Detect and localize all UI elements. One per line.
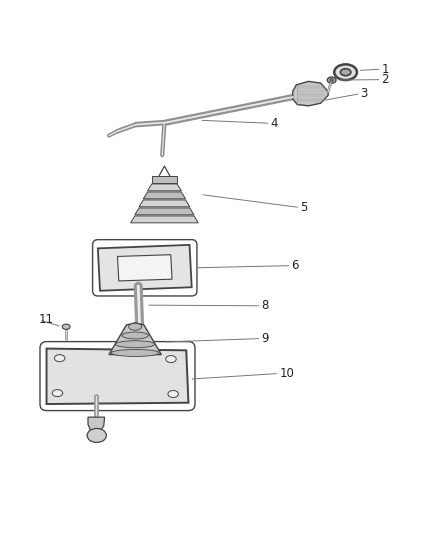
Polygon shape bbox=[148, 184, 181, 191]
Polygon shape bbox=[131, 216, 198, 223]
Ellipse shape bbox=[129, 323, 142, 330]
Polygon shape bbox=[293, 82, 328, 106]
Ellipse shape bbox=[111, 350, 159, 357]
Ellipse shape bbox=[334, 64, 357, 80]
Polygon shape bbox=[143, 192, 186, 199]
Ellipse shape bbox=[52, 390, 63, 397]
Text: 6: 6 bbox=[291, 259, 299, 272]
Polygon shape bbox=[98, 245, 192, 290]
Ellipse shape bbox=[62, 324, 70, 329]
Text: 5: 5 bbox=[300, 201, 307, 214]
Polygon shape bbox=[135, 208, 194, 215]
Ellipse shape bbox=[54, 354, 65, 362]
Ellipse shape bbox=[116, 341, 155, 348]
Text: 9: 9 bbox=[261, 332, 269, 345]
Ellipse shape bbox=[330, 79, 333, 82]
Ellipse shape bbox=[122, 332, 148, 339]
Polygon shape bbox=[88, 417, 105, 433]
Polygon shape bbox=[46, 349, 188, 404]
Polygon shape bbox=[139, 200, 190, 207]
Text: 3: 3 bbox=[360, 87, 368, 100]
Text: 11: 11 bbox=[39, 313, 54, 326]
Text: 4: 4 bbox=[271, 117, 278, 130]
Ellipse shape bbox=[168, 391, 178, 398]
Text: 8: 8 bbox=[261, 300, 269, 312]
Ellipse shape bbox=[340, 69, 351, 76]
Text: 10: 10 bbox=[279, 367, 294, 380]
Ellipse shape bbox=[327, 77, 336, 83]
Polygon shape bbox=[117, 255, 172, 281]
Polygon shape bbox=[109, 323, 161, 354]
Text: 2: 2 bbox=[381, 73, 389, 86]
Polygon shape bbox=[152, 176, 177, 183]
Ellipse shape bbox=[87, 429, 106, 442]
Text: 1: 1 bbox=[381, 63, 389, 76]
Ellipse shape bbox=[166, 356, 176, 362]
